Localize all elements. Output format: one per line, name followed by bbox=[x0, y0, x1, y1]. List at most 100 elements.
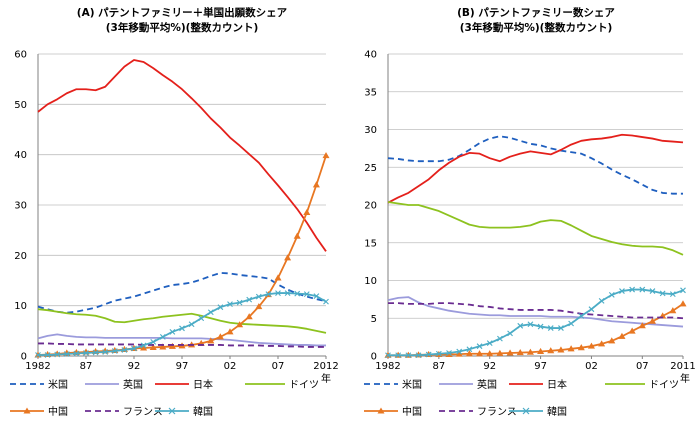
x-tick-label: 1982 bbox=[375, 361, 400, 372]
chart-subtitle: (3年移動平均%)(整数カウント) bbox=[106, 21, 259, 34]
data-point-x bbox=[131, 345, 137, 352]
series-line-2 bbox=[387, 133, 684, 204]
data-point-x bbox=[507, 330, 513, 337]
data-point-x bbox=[44, 352, 51, 358]
data-point-x bbox=[150, 339, 157, 345]
series-line-2 bbox=[37, 59, 327, 252]
x-axis-label: 年 bbox=[680, 372, 690, 385]
legend-item-2: 日本 bbox=[509, 378, 567, 391]
data-point-x bbox=[265, 291, 272, 297]
legend-label: 英国 bbox=[477, 378, 497, 391]
data-point-x bbox=[486, 340, 493, 347]
data-point-x bbox=[588, 306, 595, 313]
data-point-x bbox=[227, 301, 233, 308]
data-point-x bbox=[446, 350, 452, 356]
data-point-x bbox=[425, 351, 432, 358]
data-point-x bbox=[466, 346, 473, 353]
legend-item-5: フランス bbox=[85, 406, 163, 418]
data-point-triangle bbox=[274, 274, 282, 281]
data-point-x bbox=[236, 299, 243, 306]
data-point-x bbox=[121, 347, 128, 353]
legend-label: 米国 bbox=[48, 378, 68, 391]
x-tick-label: 07 bbox=[272, 361, 285, 372]
x-tick-label: 97 bbox=[534, 361, 547, 372]
chart-title: (B) パテントファミリー数シェア bbox=[457, 6, 615, 19]
data-point-x bbox=[568, 320, 574, 327]
y-tick-label: 50 bbox=[14, 100, 27, 111]
data-point-x bbox=[639, 286, 646, 293]
data-point-x bbox=[275, 290, 281, 296]
legend-label: 日本 bbox=[193, 378, 213, 391]
data-point-x bbox=[294, 290, 301, 297]
legend-item-1: 英国 bbox=[439, 378, 497, 391]
data-point-x bbox=[313, 293, 320, 299]
data-point-triangle bbox=[526, 348, 534, 355]
data-point-triangle bbox=[226, 328, 234, 335]
data-point-x bbox=[435, 350, 442, 357]
y-tick-label: 60 bbox=[14, 50, 27, 61]
legend-marker-x bbox=[168, 407, 176, 415]
legend-label: 米国 bbox=[402, 378, 422, 391]
data-point-triangle bbox=[547, 347, 555, 354]
y-tick-label: 40 bbox=[364, 50, 377, 61]
data-point-triangle bbox=[618, 332, 626, 339]
data-point-triangle bbox=[628, 327, 636, 334]
data-point-x bbox=[140, 342, 147, 349]
legend-label: 英国 bbox=[123, 378, 143, 391]
data-point-x bbox=[395, 352, 402, 359]
data-point-triangle bbox=[322, 152, 330, 159]
legend-label: ドイツ bbox=[289, 380, 319, 391]
series-line-0 bbox=[387, 135, 683, 195]
data-point-x bbox=[385, 352, 391, 359]
series-line-6 bbox=[388, 288, 684, 357]
data-point-x bbox=[578, 313, 585, 319]
data-point-x bbox=[198, 315, 205, 322]
legend-label: 韓国 bbox=[193, 406, 213, 418]
data-point-triangle bbox=[516, 349, 524, 356]
x-tick-label: 92 bbox=[483, 361, 496, 372]
data-point-x bbox=[303, 291, 310, 297]
data-point-x bbox=[246, 296, 253, 303]
legend-label: ドイツ bbox=[649, 380, 679, 391]
data-point-x bbox=[517, 322, 524, 329]
data-point-triangle bbox=[465, 350, 473, 357]
legend-label: フランス bbox=[123, 406, 163, 418]
y-tick-label: 30 bbox=[14, 201, 27, 212]
data-point-x bbox=[415, 352, 422, 359]
data-point-x bbox=[63, 351, 70, 357]
data-point-x bbox=[54, 351, 61, 358]
data-point-triangle bbox=[312, 181, 320, 188]
legend-marker-x bbox=[522, 407, 530, 415]
y-tick-label: 5 bbox=[371, 314, 377, 325]
data-point-triangle bbox=[608, 337, 616, 344]
data-point-triangle bbox=[669, 307, 677, 314]
y-tick-label: 0 bbox=[371, 352, 377, 363]
data-point-x bbox=[284, 290, 291, 296]
x-tick-label: 87 bbox=[432, 361, 445, 372]
data-point-triangle bbox=[648, 317, 657, 324]
legend-label: 韓国 bbox=[547, 406, 567, 418]
data-point-x bbox=[102, 349, 109, 355]
chart-subtitle: (3年移動平均%)(整数カウント) bbox=[460, 21, 613, 34]
data-point-x bbox=[255, 293, 262, 300]
legend-label: 中国 bbox=[48, 405, 68, 418]
series-line-1 bbox=[387, 296, 684, 328]
data-point-triangle bbox=[567, 345, 575, 352]
data-point-x bbox=[83, 350, 89, 356]
y-tick-label: 25 bbox=[364, 163, 377, 174]
data-point-triangle bbox=[486, 350, 494, 357]
x-tick-label: 07 bbox=[636, 361, 649, 372]
data-point-x bbox=[179, 325, 185, 332]
data-point-x bbox=[497, 335, 503, 342]
x-tick-label: 2012 bbox=[313, 361, 338, 372]
data-point-triangle bbox=[284, 254, 292, 261]
y-tick-label: 10 bbox=[14, 301, 27, 312]
data-point-x bbox=[92, 349, 99, 356]
series-line-5 bbox=[38, 342, 326, 348]
data-point-x bbox=[207, 309, 214, 316]
legend-label: 中国 bbox=[402, 405, 422, 418]
series-line-3 bbox=[37, 308, 327, 334]
data-point-x bbox=[217, 304, 224, 311]
